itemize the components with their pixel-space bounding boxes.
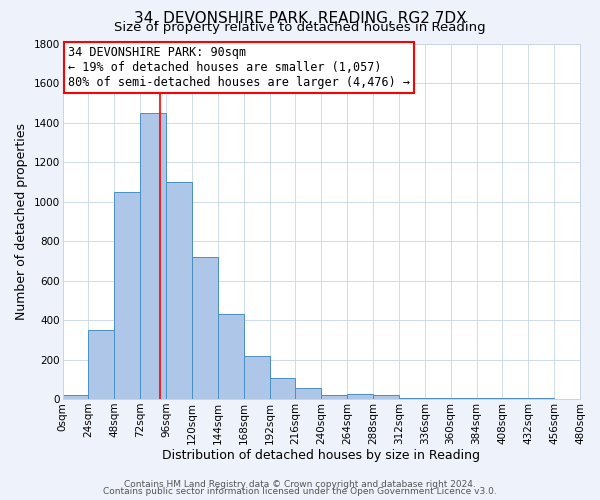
Bar [115,192,140,399]
Text: 34, DEVONSHIRE PARK, READING, RG2 7DX: 34, DEVONSHIRE PARK, READING, RG2 7DX [134,11,466,26]
Bar [140,113,166,399]
Bar [321,395,347,399]
Text: 34 DEVONSHIRE PARK: 90sqm
← 19% of detached houses are smaller (1,057)
80% of se: 34 DEVONSHIRE PARK: 90sqm ← 19% of detac… [68,46,410,89]
Bar [528,398,554,399]
Text: Contains HM Land Registry data © Crown copyright and database right 2024.: Contains HM Land Registry data © Crown c… [124,480,476,489]
Bar [347,394,373,399]
Bar [373,395,399,399]
Bar [192,257,218,399]
Text: Contains public sector information licensed under the Open Government Licence v3: Contains public sector information licen… [103,488,497,496]
Bar [451,398,476,399]
Bar [166,182,192,399]
Bar [88,330,115,399]
Bar [62,395,88,399]
Bar [425,398,451,399]
Text: Size of property relative to detached houses in Reading: Size of property relative to detached ho… [114,22,486,35]
Bar [244,356,269,399]
Bar [269,378,295,399]
Bar [295,388,321,399]
Bar [399,398,425,399]
Bar [502,398,528,399]
Bar [218,314,244,399]
X-axis label: Distribution of detached houses by size in Reading: Distribution of detached houses by size … [162,450,480,462]
Bar [476,398,502,399]
Y-axis label: Number of detached properties: Number of detached properties [15,123,28,320]
